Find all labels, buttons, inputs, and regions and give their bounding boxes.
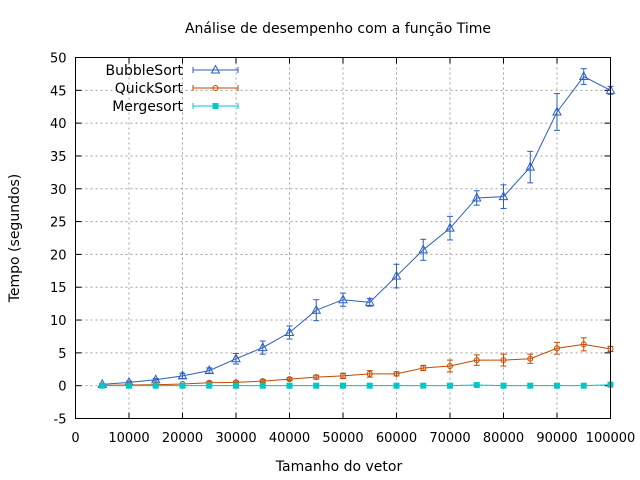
y-tick-label: 10 [50, 314, 67, 329]
data-point [473, 382, 480, 389]
y-tick-label: 25 [50, 216, 67, 231]
x-tick-label: 50000 [322, 431, 363, 446]
data-point [447, 362, 453, 369]
y-tick-label: 0 [58, 380, 66, 395]
chart-title: Análise de desempenho com a função Time [185, 21, 491, 37]
data-point [500, 357, 507, 364]
data-point [99, 382, 106, 389]
series-bubblesort [97, 68, 616, 388]
data-point [578, 70, 589, 81]
data-point [445, 222, 455, 232]
series-quicksort [99, 337, 614, 389]
data-point [393, 370, 400, 377]
x-tick-label: 70000 [429, 431, 470, 446]
series-mergesort [99, 381, 614, 389]
data-point [420, 382, 427, 389]
data-point [311, 304, 322, 314]
y-tick-label: 5 [58, 347, 66, 362]
x-tick-label: 100000 [586, 431, 636, 446]
data-point [231, 353, 241, 363]
plot-frame [75, 57, 611, 419]
data-point [527, 382, 534, 389]
data-point [259, 382, 266, 389]
x-axis-label: Tamanho do vetor [275, 459, 403, 475]
data-point [204, 365, 215, 375]
data-point [500, 382, 507, 389]
data-point [471, 192, 482, 202]
data-point [527, 355, 534, 362]
data-point [554, 345, 560, 352]
y-tick-label: 35 [50, 150, 67, 165]
data-point [233, 382, 239, 389]
data-point [580, 382, 587, 389]
y-tick-label: 15 [50, 281, 67, 296]
y-axis-label: Tempo (segundos) [7, 174, 23, 304]
legend-label: QuickSort [115, 81, 184, 97]
series-line [102, 384, 611, 387]
x-tick-label: 90000 [536, 431, 577, 446]
legend-label: BubbleSort [106, 63, 184, 79]
data-point [393, 382, 400, 389]
grid [75, 57, 611, 419]
data-point [391, 270, 402, 280]
y-tick-label: -5 [54, 413, 67, 428]
y-tick-label: 20 [50, 248, 67, 263]
data-point [420, 364, 427, 371]
x-axis-ticks: 0 10000 20000 30000 40000 50000 60000 70000 8000… [71, 57, 636, 446]
data-point [284, 326, 295, 337]
y-tick-label: 50 [50, 52, 67, 67]
data-point [498, 191, 509, 201]
data-point [554, 382, 560, 389]
data-point [364, 296, 375, 306]
y-tick-label: 45 [50, 84, 67, 99]
data-point [177, 370, 188, 380]
legend: BubbleSort QuickSort Mergesort [106, 63, 239, 115]
data-point [473, 357, 480, 364]
legend-marker [212, 103, 219, 109]
y-axis-ticks: -5 0 5 10 15 20 25 30 35 40 45 50 [50, 52, 611, 428]
x-tick-label: 10000 [108, 431, 149, 446]
data-point [340, 372, 346, 379]
data-point [286, 376, 293, 383]
data-point [152, 382, 159, 389]
series-layer [97, 68, 616, 389]
data-point [206, 382, 213, 389]
data-point [525, 161, 536, 171]
data-point [313, 374, 320, 381]
x-tick-label: 60000 [376, 431, 417, 446]
x-tick-label: 0 [71, 431, 79, 446]
x-tick-label: 20000 [162, 431, 203, 446]
data-point [179, 382, 186, 389]
data-point [257, 342, 268, 352]
data-point [552, 106, 562, 116]
x-tick-label: 80000 [483, 431, 524, 446]
legend-label: Mergesort [112, 99, 183, 115]
data-point [338, 294, 348, 304]
legend-marker [210, 64, 221, 74]
data-point [418, 244, 429, 254]
data-point [366, 382, 373, 389]
x-tick-label: 40000 [269, 431, 310, 446]
data-point [447, 382, 453, 389]
data-point [313, 382, 320, 389]
data-point [340, 382, 346, 389]
data-point [366, 370, 373, 377]
series-line [102, 343, 611, 386]
series-line [102, 75, 611, 385]
data-point [580, 341, 587, 348]
legend-marker [212, 85, 219, 91]
x-tick-label: 30000 [215, 431, 256, 446]
data-point [126, 382, 132, 389]
y-tick-label: 30 [50, 183, 67, 198]
data-point [286, 382, 293, 389]
y-tick-label: 40 [50, 117, 67, 132]
